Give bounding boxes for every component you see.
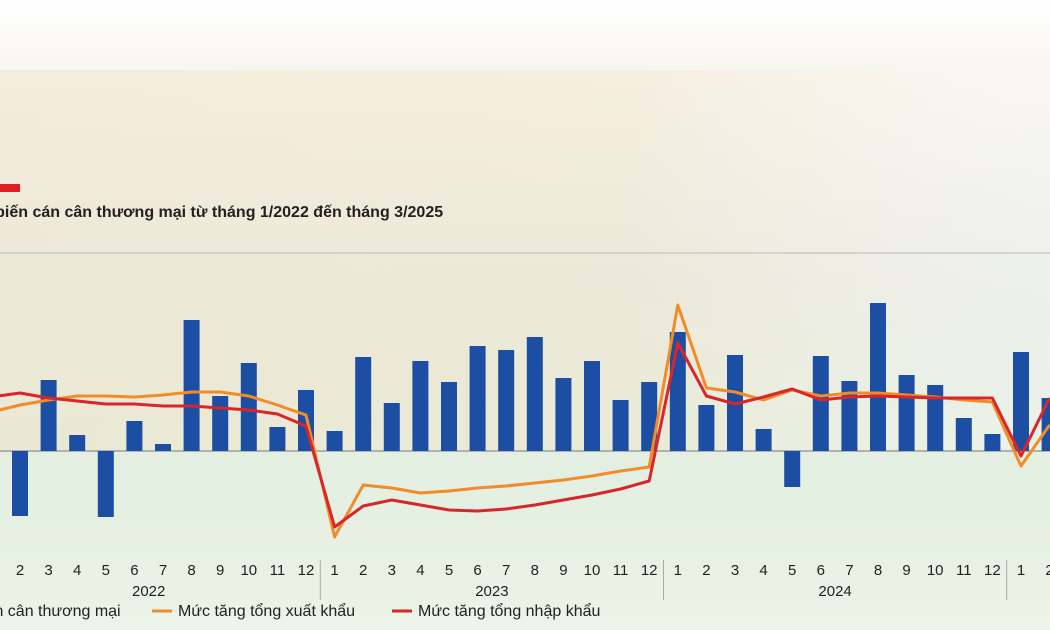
bar: [526, 337, 543, 451]
x-tick-label: 1: [1017, 562, 1025, 579]
bar: [97, 451, 114, 517]
bar: [870, 303, 886, 451]
legend-label: Mức tăng tổng xuất khẩu: [178, 602, 355, 620]
bar: [240, 363, 257, 451]
x-tick-label: 4: [416, 562, 424, 579]
x-tick-label: 4: [73, 562, 81, 579]
bar: [555, 378, 572, 451]
bar: [898, 375, 915, 451]
chart-title: Diễn biến cán cân thương mại từ tháng 1/…: [0, 202, 443, 221]
bar: [469, 346, 486, 451]
bar: [1041, 398, 1050, 451]
bar: [183, 320, 200, 451]
x-tick-label: 2: [702, 562, 710, 579]
bar: [355, 357, 372, 451]
bar: [412, 361, 429, 451]
year-label: 2024: [818, 583, 851, 600]
title-accent: [0, 184, 20, 192]
x-tick-label: 7: [502, 562, 510, 579]
line: [0, 303, 1050, 539]
bar: [212, 396, 229, 451]
x-tick-label: 12: [641, 562, 658, 579]
x-tick-label: 3: [388, 562, 396, 579]
x-tick-label: 10: [584, 562, 601, 579]
x-tick-label: 6: [473, 562, 481, 579]
bar: [955, 418, 972, 451]
x-tick-label: 10: [240, 562, 257, 579]
x-tick-label: 7: [159, 562, 167, 579]
bar: [984, 434, 1001, 451]
x-tick-label: 5: [788, 562, 796, 579]
x-tick-label: 9: [216, 562, 224, 579]
bar: [641, 382, 658, 451]
x-tick-label: 5: [445, 562, 453, 579]
bar: [383, 403, 400, 451]
x-tick-label: 9: [902, 562, 910, 579]
bar: [584, 361, 600, 451]
x-tick-label: 3: [44, 562, 52, 579]
bar: [12, 451, 28, 516]
x-tick-label: 2: [359, 562, 367, 579]
x-tick-label: 2: [1045, 562, 1050, 579]
x-tick-label: 11: [613, 562, 629, 579]
x-tick-label: 1: [330, 562, 338, 579]
x-tick-label: 11: [270, 562, 286, 579]
bar: [698, 405, 715, 451]
bar: [126, 421, 143, 451]
bar: [441, 382, 457, 451]
bar: [784, 451, 801, 487]
x-tick-label: 6: [817, 562, 825, 579]
x-tick-label: 5: [102, 562, 110, 579]
x-tick-label: 8: [874, 562, 882, 579]
bar: [612, 400, 629, 451]
x-tick-label: 8: [187, 562, 195, 579]
line: [0, 341, 1050, 529]
bar: [1013, 352, 1029, 451]
x-tick-label: 12: [984, 562, 1001, 579]
x-tick-label: 7: [845, 562, 853, 579]
x-tick-label: 3: [731, 562, 739, 579]
bar: [498, 350, 515, 451]
x-tick-label: 6: [130, 562, 138, 579]
legend-label: Cán cân thương mại: [0, 603, 121, 620]
x-tick-label: 4: [759, 562, 767, 579]
year-label: 2022: [132, 583, 165, 600]
bar: [927, 385, 944, 451]
x-tick-label: 2: [16, 562, 24, 579]
x-tick-label: 11: [956, 562, 972, 579]
bar: [326, 431, 343, 451]
x-tick-label: 10: [927, 562, 944, 579]
x-tick-label: 1: [674, 562, 682, 579]
bar: [812, 356, 829, 451]
x-tick-label: 9: [559, 562, 567, 579]
bar: [155, 444, 171, 451]
bar: [69, 435, 86, 451]
x-tick-label: 8: [531, 562, 539, 579]
bar: [755, 429, 772, 451]
year-label: 2023: [475, 583, 508, 600]
bar: [40, 380, 57, 451]
bar: [269, 427, 286, 451]
x-tick-label: 12: [298, 562, 315, 579]
legend-label: Mức tăng tổng nhập khẩu: [418, 602, 600, 620]
